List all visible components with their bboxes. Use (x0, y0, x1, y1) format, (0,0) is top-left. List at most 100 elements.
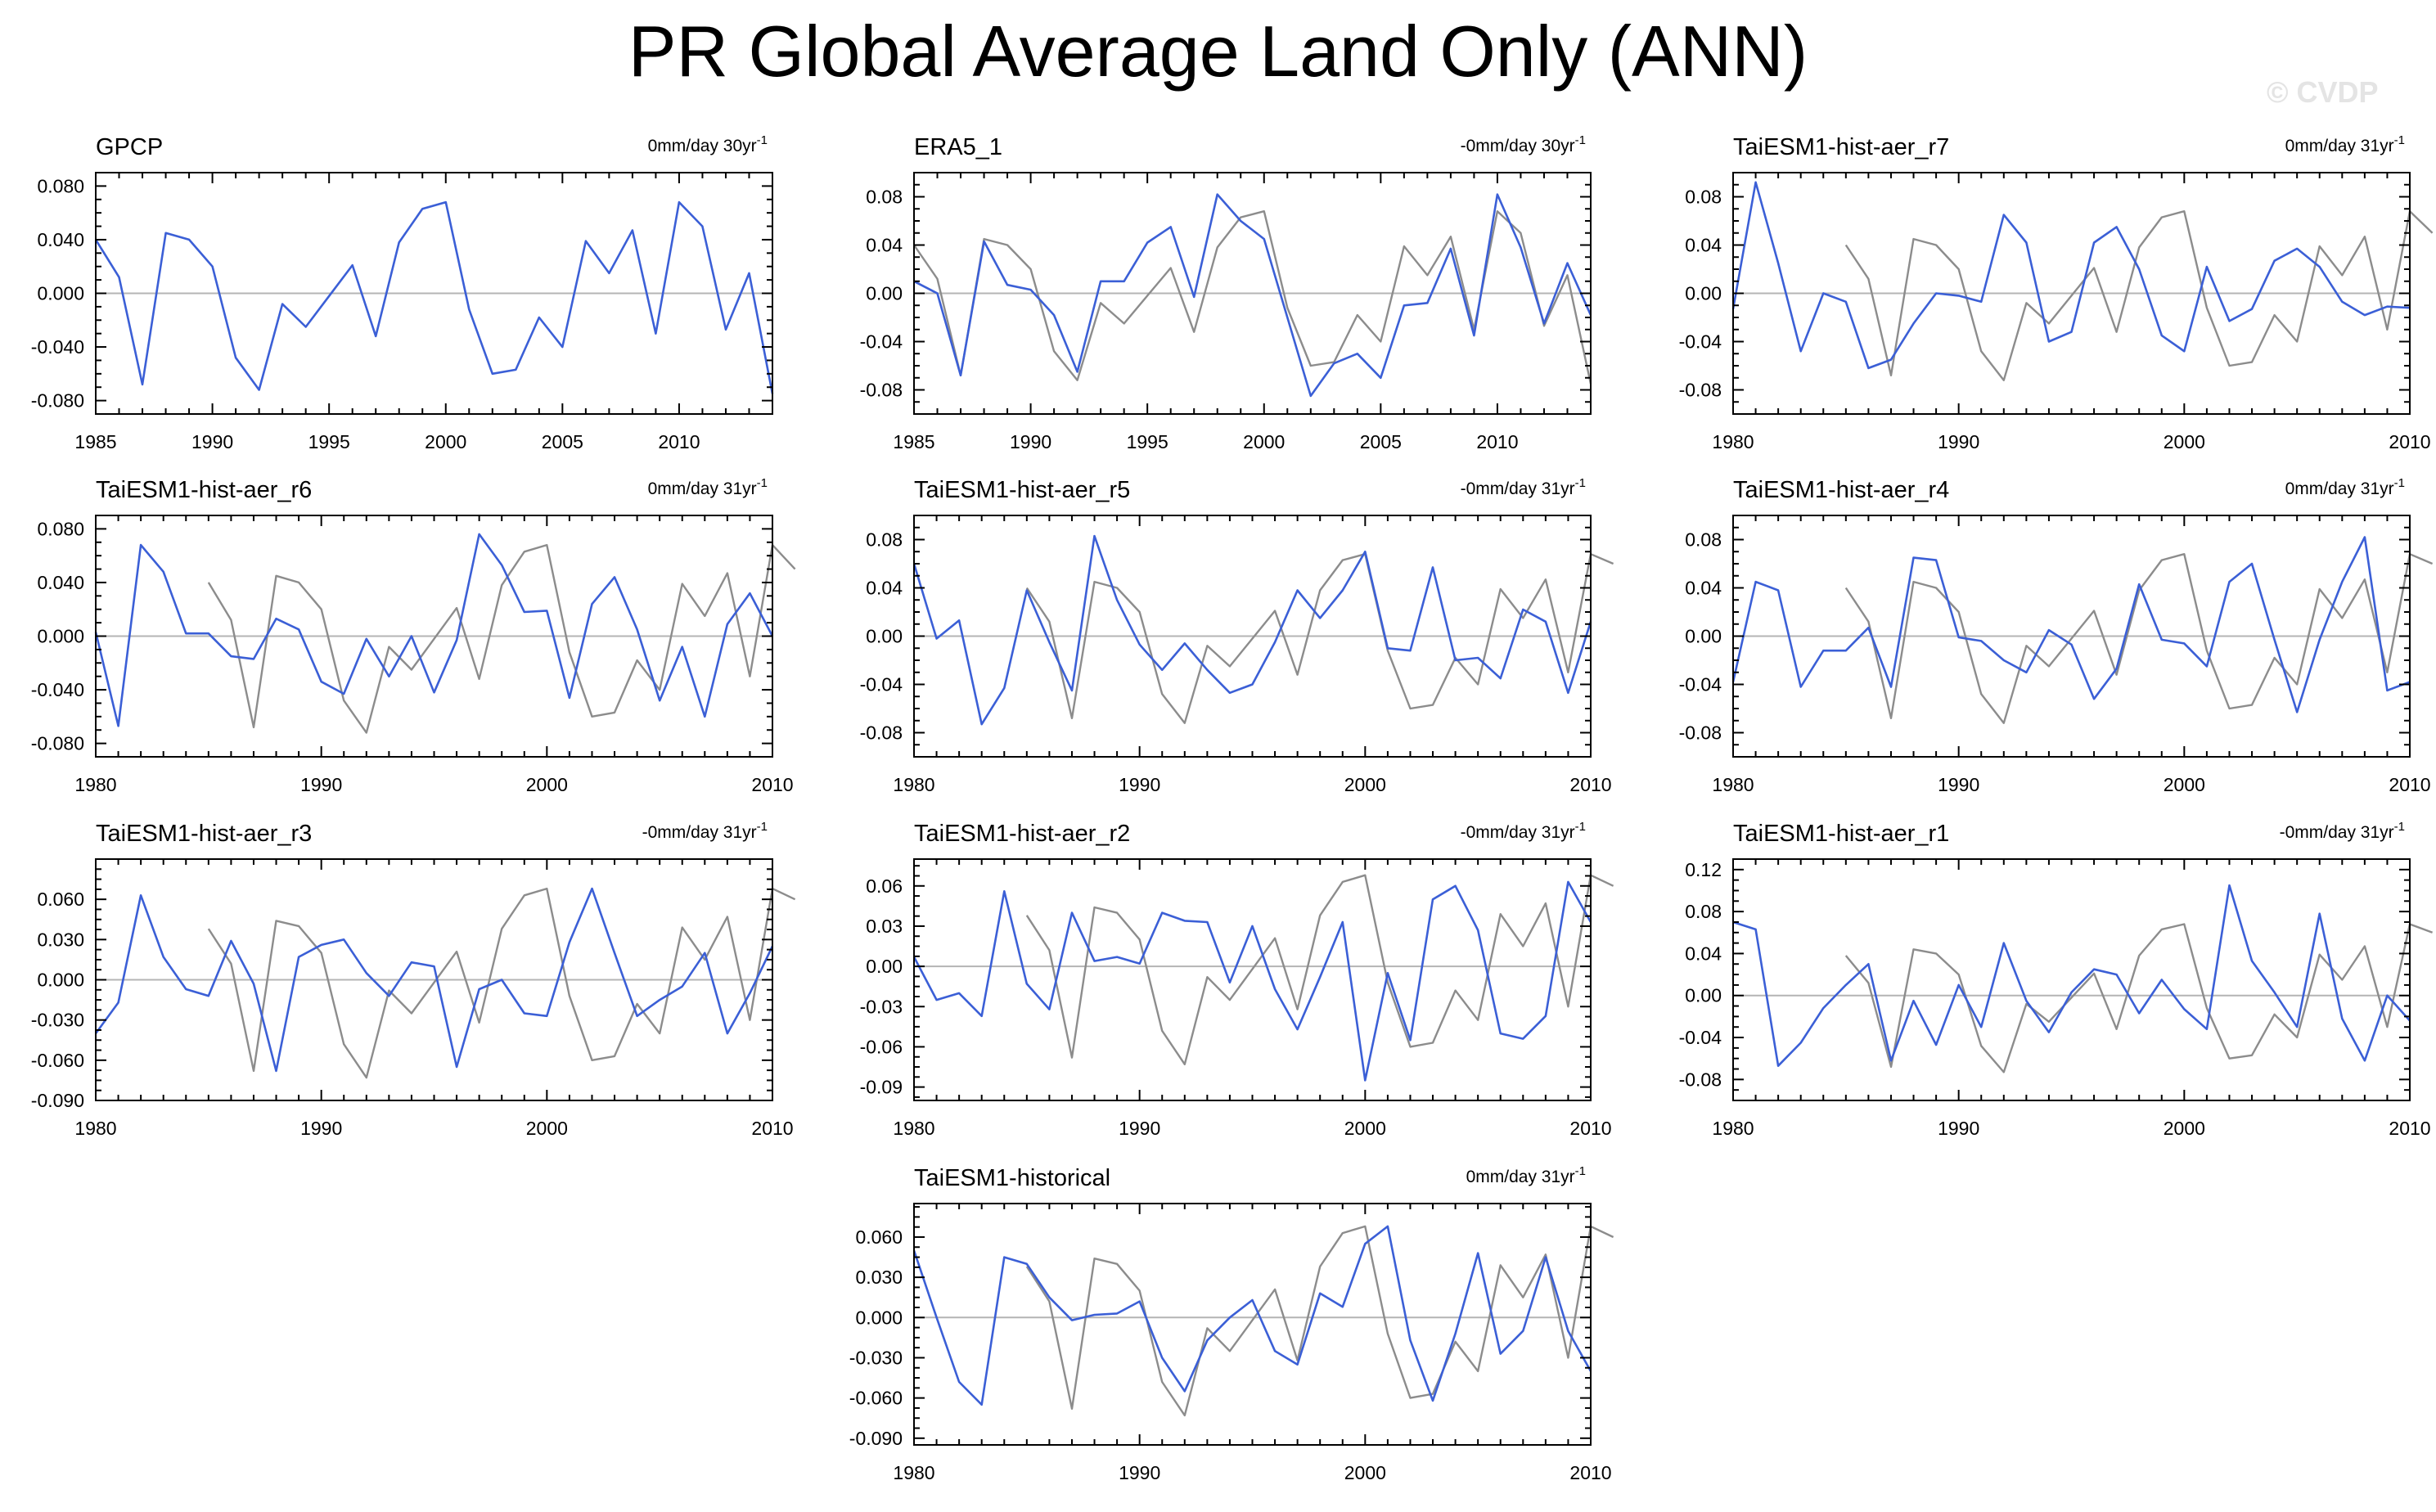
y-tick-label: 0.08 (1685, 187, 1722, 208)
trend-exponent: -1 (2394, 133, 2405, 147)
trend-exponent: -1 (1575, 476, 1586, 490)
trend-text: -0mm/day 30yr (1461, 137, 1575, 155)
x-tick-label: 2010 (1569, 1462, 1611, 1483)
panel-title: TaiESM1-hist-aer_r4 (1733, 477, 1949, 503)
y-tick-label: -0.060 (31, 1050, 84, 1071)
y-tick-label: 0.000 (855, 1307, 903, 1328)
x-tick-label: 2000 (2164, 1118, 2205, 1139)
x-tick-label: 2010 (2389, 1118, 2430, 1139)
trend-label: -0mm/day 31yr-1 (1461, 820, 1586, 842)
x-tick-label: 2000 (1344, 1118, 1386, 1139)
series-line-reference (1025, 874, 1614, 1066)
cvdp-watermark: © CVDP (2267, 75, 2379, 109)
x-tick-label: 1990 (1010, 431, 1051, 452)
y-tick-label: -0.090 (849, 1428, 903, 1449)
y-tick-label: -0.030 (31, 1010, 84, 1031)
y-tick-label: -0.04 (860, 674, 903, 695)
y-tick-label: -0.080 (31, 390, 84, 412)
trend-exponent: -1 (1575, 1164, 1586, 1178)
trend-text: 0mm/day 31yr (648, 479, 757, 498)
trend-text: 0mm/day 30yr (648, 137, 757, 155)
y-tick-label: 0.080 (37, 175, 84, 196)
panel-8: 1980 1990 2000 2010 0.06 0.03 0.00 -0.03 -0.06 -0… (860, 820, 1614, 1139)
x-tick-label: 2010 (1569, 1118, 1611, 1139)
y-tick-label: 0.00 (866, 626, 903, 647)
trend-exponent: -1 (1575, 820, 1586, 834)
x-tick-label: 2010 (1569, 774, 1611, 795)
trend-text: -0mm/day 31yr (1461, 823, 1575, 842)
x-tick-label: 2010 (1476, 431, 1518, 452)
x-tick-label: 2010 (751, 774, 793, 795)
y-tick-label: 0.04 (1685, 943, 1722, 964)
x-tick-label: 2005 (542, 431, 583, 452)
y-tick-label: 0.04 (866, 578, 903, 599)
series-line-model (1732, 884, 2411, 1067)
trend-text: 0mm/day 31yr (2285, 137, 2394, 155)
series-line-reference (1844, 553, 2434, 724)
trend-label: 0mm/day 31yr-1 (2285, 133, 2405, 155)
panel-9: 1980 1990 2000 2010 0.12 0.08 0.04 0.00 -0.04 -0.… (1679, 820, 2434, 1139)
y-tick-label: 0.00 (1685, 626, 1722, 647)
x-tick-label: 2000 (1344, 774, 1386, 795)
figure-title: PR Global Average Land Only (ANN) (628, 11, 1808, 92)
trend-exponent: -1 (757, 820, 768, 834)
y-tick-label: 0.04 (1685, 578, 1722, 599)
series-line-model (913, 193, 1592, 398)
y-tick-label: 0.03 (866, 916, 903, 937)
x-tick-label: 1985 (74, 431, 116, 452)
x-tick-label: 1990 (300, 1118, 342, 1139)
y-tick-label: -0.06 (860, 1036, 903, 1057)
x-tick-label: 2010 (2389, 774, 2430, 795)
x-tick-label: 1980 (74, 774, 116, 795)
x-tick-label: 2000 (1344, 1462, 1386, 1483)
y-tick-label: 0.00 (866, 956, 903, 977)
y-tick-label: -0.030 (849, 1347, 903, 1368)
y-tick-label: -0.09 (860, 1077, 903, 1098)
y-tick-label: -0.04 (1679, 1027, 1722, 1048)
y-tick-label: 0.080 (37, 518, 84, 539)
x-tick-label: 2000 (2164, 774, 2205, 795)
y-tick-label: 0.030 (37, 929, 84, 950)
series-line-reference (207, 887, 796, 1079)
trend-exponent: -1 (757, 133, 768, 147)
y-tick-label: 0.08 (866, 529, 903, 551)
y-tick-label: -0.08 (1679, 1069, 1722, 1090)
x-tick-label: 2000 (1243, 431, 1285, 452)
y-tick-label: -0.060 (849, 1388, 903, 1409)
panel-title: TaiESM1-hist-aer_r1 (1733, 821, 1949, 847)
trend-exponent: -1 (2394, 476, 2405, 490)
y-tick-label: -0.08 (860, 380, 903, 401)
y-tick-label: -0.040 (31, 336, 84, 358)
trend-label: 0mm/day 31yr-1 (2285, 476, 2405, 498)
y-tick-label: 0.04 (1685, 235, 1722, 256)
series-line-reference (1025, 1225, 1614, 1417)
y-tick-label: -0.08 (860, 722, 903, 744)
series-line-model (1731, 536, 2411, 713)
y-tick-label: -0.090 (31, 1090, 84, 1111)
trend-label: 0mm/day 31yr-1 (1466, 1164, 1586, 1186)
series-line-reference (207, 543, 796, 734)
trend-exponent: -1 (2394, 820, 2405, 834)
x-tick-label: 1980 (1712, 431, 1754, 452)
trend-label: 0mm/day 31yr-1 (648, 476, 768, 498)
y-tick-label: -0.08 (1679, 722, 1722, 744)
y-tick-label: 0.00 (1685, 283, 1722, 304)
y-tick-label: 0.08 (866, 187, 903, 208)
panel-title: TaiESM1-historical (914, 1165, 1110, 1191)
y-tick-label: 0.000 (37, 970, 84, 991)
series-line-reference (913, 210, 1592, 385)
x-tick-label: 1990 (300, 774, 342, 795)
panel-10: 1980 1990 2000 2010 0.060 0.030 0.000 -0.030 -0.… (849, 1164, 1614, 1483)
y-tick-label: 0.060 (855, 1226, 903, 1248)
trend-label: -0mm/day 31yr-1 (1461, 476, 1586, 498)
x-tick-label: 2000 (425, 431, 466, 452)
x-tick-label: 1990 (1938, 1118, 1979, 1139)
trend-text: 0mm/day 31yr (1466, 1168, 1575, 1186)
y-tick-label: -0.04 (1679, 674, 1722, 695)
panel-title: TaiESM1-hist-aer_r7 (1733, 134, 1949, 160)
y-tick-label: 0.00 (866, 283, 903, 304)
plot-frame (1732, 858, 2411, 1101)
x-tick-label: 1980 (74, 1118, 116, 1139)
y-tick-label: 0.00 (1685, 985, 1722, 1006)
